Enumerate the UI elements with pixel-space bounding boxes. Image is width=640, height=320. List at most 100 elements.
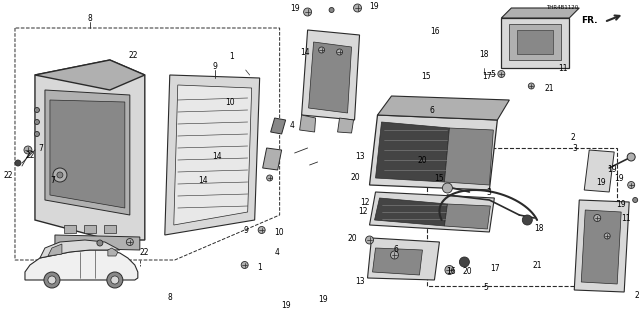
Text: 9: 9: [212, 61, 217, 70]
Text: 4: 4: [290, 121, 294, 130]
Polygon shape: [48, 244, 62, 256]
Text: 3: 3: [572, 143, 577, 153]
Circle shape: [365, 236, 374, 244]
Polygon shape: [271, 118, 285, 134]
Bar: [84, 225, 96, 233]
Text: 19: 19: [369, 2, 379, 11]
Polygon shape: [108, 248, 118, 256]
Text: 9: 9: [244, 226, 248, 235]
Text: 11: 11: [621, 213, 630, 222]
Circle shape: [35, 119, 40, 124]
Text: 18: 18: [479, 50, 488, 59]
Polygon shape: [444, 128, 493, 185]
Polygon shape: [509, 24, 561, 60]
Polygon shape: [378, 96, 509, 120]
Circle shape: [53, 168, 67, 182]
Text: 17: 17: [490, 264, 500, 273]
Text: 21: 21: [532, 261, 541, 270]
Circle shape: [107, 272, 123, 288]
Text: 20: 20: [351, 173, 360, 182]
Circle shape: [633, 197, 637, 203]
Text: 13: 13: [355, 152, 365, 161]
Text: 15: 15: [422, 72, 431, 81]
Bar: [428, 148, 617, 286]
Polygon shape: [262, 148, 282, 170]
Circle shape: [594, 214, 601, 221]
Text: 18: 18: [534, 223, 544, 233]
Circle shape: [498, 70, 505, 77]
Circle shape: [57, 172, 63, 178]
Polygon shape: [55, 235, 140, 250]
Polygon shape: [35, 60, 145, 90]
Text: 1: 1: [230, 52, 234, 60]
Text: 14: 14: [212, 152, 222, 161]
Polygon shape: [581, 210, 621, 284]
Text: 20: 20: [417, 156, 427, 164]
Text: 14: 14: [300, 47, 309, 57]
Text: 16: 16: [447, 268, 456, 276]
Circle shape: [445, 186, 450, 190]
Text: 21: 21: [544, 84, 554, 92]
Polygon shape: [584, 150, 614, 192]
Polygon shape: [35, 60, 145, 240]
Text: 22: 22: [128, 51, 138, 60]
Text: 20: 20: [463, 268, 472, 276]
Text: 7: 7: [38, 143, 43, 153]
Circle shape: [241, 261, 248, 268]
Text: 14: 14: [198, 176, 208, 185]
Polygon shape: [164, 75, 260, 235]
Circle shape: [337, 49, 342, 55]
Circle shape: [111, 276, 119, 284]
Polygon shape: [50, 100, 125, 208]
Text: 22: 22: [26, 151, 35, 160]
Text: 2: 2: [571, 133, 576, 142]
Text: 3: 3: [486, 188, 492, 196]
Polygon shape: [40, 240, 120, 258]
Text: 12: 12: [358, 207, 368, 216]
Polygon shape: [369, 192, 494, 232]
Circle shape: [329, 7, 334, 12]
Text: 5: 5: [490, 69, 495, 78]
Polygon shape: [376, 122, 449, 182]
Circle shape: [303, 8, 312, 16]
Text: 8: 8: [167, 293, 172, 302]
Circle shape: [35, 132, 40, 137]
Text: 19: 19: [607, 165, 617, 174]
Polygon shape: [517, 30, 554, 54]
Circle shape: [15, 160, 21, 166]
Bar: [64, 225, 76, 233]
Text: 22: 22: [3, 171, 13, 180]
Text: 19: 19: [318, 295, 328, 304]
Text: 6: 6: [394, 245, 399, 254]
Text: 16: 16: [430, 27, 440, 36]
Polygon shape: [337, 118, 353, 133]
Polygon shape: [300, 115, 316, 132]
Circle shape: [267, 175, 273, 181]
Text: 11: 11: [557, 64, 567, 73]
Circle shape: [97, 240, 103, 246]
Circle shape: [460, 257, 469, 267]
Circle shape: [627, 153, 635, 161]
Text: 19: 19: [282, 301, 291, 310]
Circle shape: [628, 181, 635, 188]
Polygon shape: [369, 115, 497, 190]
Text: THR4B1120: THR4B1120: [547, 5, 579, 10]
Text: 10: 10: [225, 98, 235, 107]
Text: 15: 15: [435, 173, 444, 182]
Circle shape: [48, 276, 56, 284]
Circle shape: [319, 47, 324, 53]
Text: 19: 19: [616, 199, 626, 209]
Polygon shape: [25, 250, 138, 280]
Text: 2: 2: [635, 291, 639, 300]
Text: 8: 8: [88, 13, 92, 22]
Text: 19: 19: [614, 173, 624, 182]
Polygon shape: [301, 30, 360, 120]
Circle shape: [35, 108, 40, 113]
Circle shape: [522, 215, 532, 225]
Circle shape: [258, 227, 265, 234]
Circle shape: [24, 146, 32, 154]
Polygon shape: [501, 8, 579, 18]
Circle shape: [528, 83, 534, 89]
Circle shape: [442, 183, 452, 193]
Circle shape: [44, 272, 60, 288]
